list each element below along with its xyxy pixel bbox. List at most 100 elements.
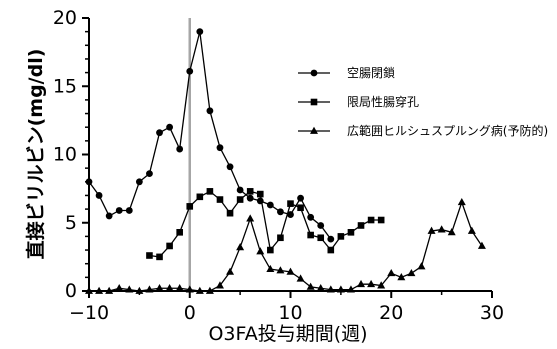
data-point	[297, 194, 304, 202]
data-point	[145, 285, 154, 293]
data-point	[95, 192, 103, 199]
data-point	[155, 283, 164, 292]
data-point	[307, 213, 315, 221]
data-point	[266, 264, 275, 273]
data-point	[327, 235, 335, 243]
data-point	[256, 197, 264, 205]
data-point	[226, 163, 234, 171]
data-point	[216, 196, 224, 203]
data-point	[457, 197, 466, 206]
data-point	[196, 193, 204, 201]
data-point	[95, 286, 104, 294]
data-point	[256, 247, 265, 255]
legend-label: 広範囲ヒルシュスプルング病(予防的)	[347, 123, 548, 138]
data-point	[146, 252, 153, 259]
data-point	[226, 267, 235, 275]
data-point	[166, 242, 173, 250]
data-point	[186, 67, 194, 75]
data-point	[317, 234, 325, 242]
series-line	[149, 190, 382, 258]
data-point	[215, 281, 224, 289]
data-point	[105, 212, 113, 220]
data-point	[307, 231, 314, 239]
data-point	[297, 204, 304, 212]
data-point	[277, 208, 284, 216]
data-point	[226, 209, 234, 217]
data-point	[216, 144, 224, 152]
data-point	[310, 126, 318, 134]
x-tick-label: 20	[379, 302, 403, 324]
data-point	[176, 145, 184, 153]
x-tick-label: −10	[69, 302, 109, 324]
series-line	[88, 31, 332, 240]
data-point	[236, 196, 244, 203]
data-point	[146, 170, 153, 178]
legend-item-2: 限局性腸穿孔	[298, 94, 419, 109]
data-point	[135, 178, 143, 186]
data-point	[206, 188, 214, 195]
data-point	[286, 267, 295, 275]
series-1	[85, 28, 335, 243]
legend-label: 限局性腸穿孔	[347, 94, 419, 109]
data-point	[277, 234, 284, 242]
data-point	[377, 281, 386, 289]
data-point	[336, 285, 345, 293]
data-point	[186, 203, 194, 210]
data-point	[407, 268, 416, 277]
data-point	[367, 216, 375, 224]
data-point	[85, 286, 93, 294]
data-point	[337, 233, 345, 240]
data-point	[387, 268, 396, 277]
data-point	[256, 190, 264, 198]
data-point	[135, 286, 144, 294]
data-point	[236, 186, 244, 194]
data-point	[310, 69, 318, 77]
series-layer	[85, 28, 486, 294]
legend-item-3: 広範囲ヒルシュスプルング病(予防的)	[298, 123, 548, 138]
series-2	[146, 188, 385, 261]
data-point	[357, 222, 365, 229]
data-point	[246, 188, 254, 195]
series-line	[89, 200, 483, 292]
data-point	[296, 274, 305, 282]
data-point	[467, 226, 476, 234]
data-point	[165, 283, 174, 292]
data-point	[195, 286, 204, 294]
y-tick-label: 5	[65, 212, 77, 234]
data-point	[316, 283, 325, 292]
data-point	[166, 123, 174, 131]
data-point	[115, 283, 124, 292]
y-tick-label: 0	[65, 280, 77, 302]
data-point	[357, 279, 366, 288]
x-axis-title: O3FA投与期間(週)	[208, 323, 367, 345]
x-tick-label: 0	[184, 302, 196, 324]
data-point	[205, 286, 214, 294]
data-point	[327, 246, 335, 254]
data-point	[367, 279, 376, 288]
axes	[82, 17, 493, 298]
data-point	[105, 286, 114, 294]
legend-label: 空腸閉鎖	[347, 65, 395, 80]
data-point	[156, 129, 163, 137]
data-point	[246, 194, 254, 202]
data-point	[310, 98, 318, 106]
data-point	[346, 285, 355, 293]
data-point	[427, 226, 436, 234]
y-tick-label: 15	[53, 75, 77, 97]
data-point	[266, 201, 274, 209]
data-point	[437, 225, 446, 233]
y-tick-label: 10	[53, 144, 77, 166]
data-point	[246, 214, 255, 222]
data-point	[196, 28, 204, 36]
data-point	[125, 207, 133, 214]
data-point	[377, 216, 385, 224]
data-point	[347, 229, 355, 236]
data-point	[306, 282, 315, 290]
data-point	[267, 246, 274, 254]
data-point	[317, 222, 325, 229]
data-point	[206, 107, 214, 115]
legend-item-1: 空腸閉鎖	[298, 65, 395, 80]
y-axis-title: 直接ビリルビン(mg/dl)	[24, 49, 47, 260]
x-tick-label: 10	[278, 302, 302, 324]
